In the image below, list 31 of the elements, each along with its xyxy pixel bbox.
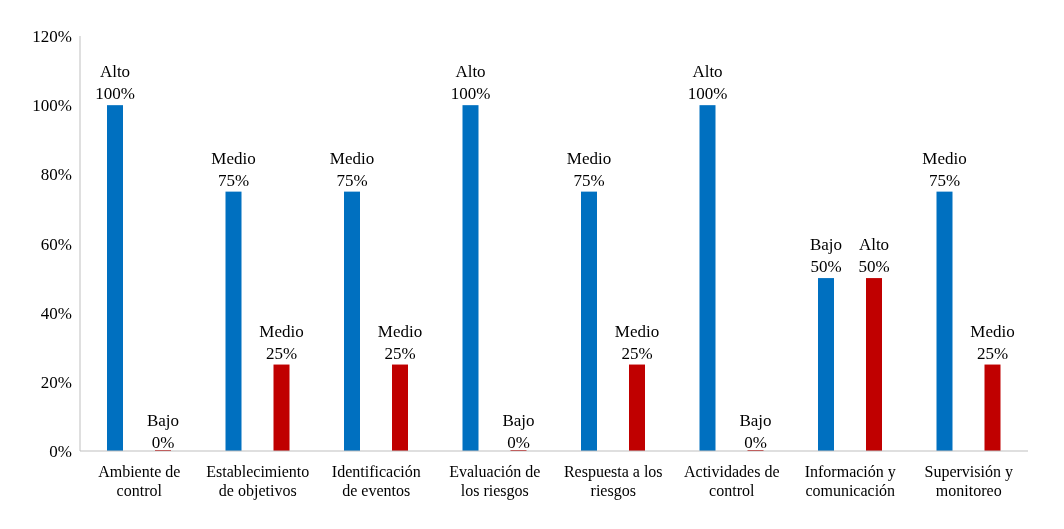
x-tick-label: Respuesta a los riesgos <box>563 463 663 500</box>
y-tick-label: 40% <box>40 303 72 323</box>
data-label: Medio 25% <box>970 321 1015 363</box>
y-tick-label: 100% <box>32 96 72 116</box>
data-label: Alto 50% <box>858 235 890 277</box>
data-label: Medio 75% <box>922 148 967 190</box>
y-tick-label: 120% <box>32 27 72 47</box>
data-label: Bajo 0% <box>739 411 772 452</box>
data-label: Medio 25% <box>259 321 304 363</box>
data-label: Medio 25% <box>377 321 423 363</box>
x-tick-label: Identificación de eventos <box>331 463 421 499</box>
data-label: Alto 100% <box>450 62 491 104</box>
data-label: Medio 25% <box>614 321 660 363</box>
data-label: Alto 100% <box>687 62 728 104</box>
y-tick-label: 20% <box>40 372 72 392</box>
x-tick-label: Establecimiento de objetivos <box>206 463 310 500</box>
data-label: Bajo 0% <box>502 411 535 452</box>
x-tick-label: Información y comunicación <box>804 463 896 499</box>
data-label: Medio 75% <box>329 148 375 190</box>
data-label: Alto 100% <box>95 62 135 104</box>
x-tick-label: Actividades de control <box>683 463 780 499</box>
y-tick-label: 0% <box>49 442 72 462</box>
x-tick-label: Evaluación de los riesgos <box>449 463 541 500</box>
y-tick-label: 80% <box>40 165 72 185</box>
data-label: Bajo 50% <box>809 235 843 277</box>
x-tick-label: Supervisión y monitoreo <box>924 463 1013 499</box>
x-tick-label: Ambiente de control <box>98 463 181 499</box>
data-label: Medio 75% <box>211 148 256 190</box>
data-label: Bajo 0% <box>146 411 180 452</box>
data-label: Medio 75% <box>566 148 612 190</box>
y-tick-label: 60% <box>40 234 72 254</box>
